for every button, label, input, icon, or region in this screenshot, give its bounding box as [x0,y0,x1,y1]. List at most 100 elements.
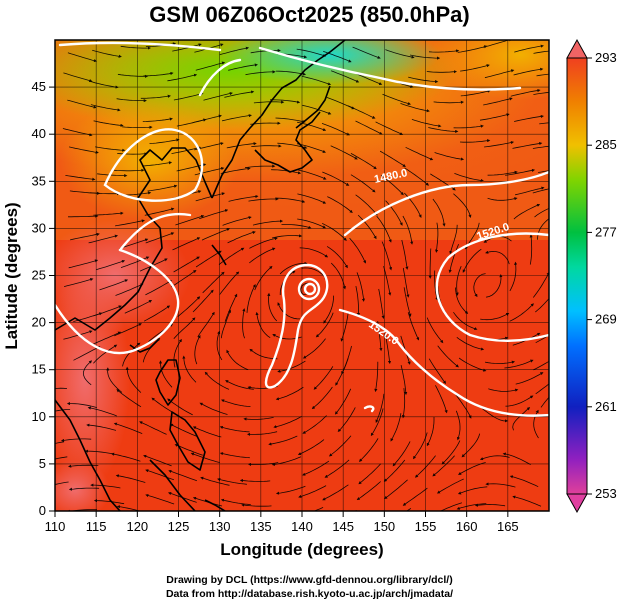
streamline [220,309,232,339]
streamline [330,262,347,290]
streamline [458,357,487,372]
streamline [383,459,406,482]
x-tick-label: 160 [456,519,478,534]
streamline [385,49,415,59]
streamline [246,283,256,313]
streamline [484,360,516,364]
streamline [457,45,488,53]
streamline [117,152,148,156]
streamline [73,346,101,361]
streamline [533,360,549,371]
streamline [201,228,230,241]
streamline [182,355,197,383]
streamline [142,117,173,122]
streamline [88,80,119,89]
streamline [534,207,549,218]
streamline [68,464,99,468]
streamline [535,383,549,395]
streamline [453,124,484,129]
streamline [460,64,490,72]
streamline [224,293,238,322]
streamline [474,503,506,507]
streamline [458,462,486,475]
streamline [428,127,459,133]
streamline [65,175,96,181]
streamline [217,478,247,485]
streamline [116,98,147,103]
streamline [402,267,410,298]
streamline [93,499,125,505]
y-tick-label: 0 [39,503,46,518]
streamline [192,496,223,507]
streamline [302,104,332,115]
streamline [370,408,384,437]
streamline [302,460,330,476]
streamline [337,407,356,433]
streamline [453,193,472,219]
streamline [296,48,327,57]
streamline [504,359,534,369]
streamline [484,140,515,148]
lat-lon-grid [55,40,549,511]
colorbar: 253 261 269 277 285 293 [566,38,617,514]
streamline [432,455,455,477]
streamline [245,70,276,76]
streamline [239,478,271,483]
streamline [139,421,167,435]
streamline [222,216,252,226]
streamline [93,331,122,345]
streamline [88,234,119,244]
streamline [301,76,332,86]
streamline [297,218,327,229]
streamline [83,360,93,386]
streamline [122,125,153,129]
streamline [149,138,180,144]
streamline [169,423,198,437]
streamline [515,372,544,385]
streamline [432,198,446,227]
wind-streamlines [55,40,549,511]
streamline [505,168,536,176]
streamline [62,128,93,137]
streamline [355,120,383,135]
streamline [172,43,202,52]
streamline [226,142,257,149]
streamline [115,474,146,483]
streamline [277,142,308,149]
streamline [434,270,439,301]
streamline [96,259,126,271]
streamline [202,271,225,294]
streamline [113,422,143,434]
streamline [426,417,435,447]
streamline [479,455,510,461]
streamline [143,454,172,467]
streamline [119,238,149,249]
streamline [375,393,385,423]
streamline [485,482,516,488]
streamline [243,417,274,421]
streamline [441,440,461,465]
streamline [426,70,458,74]
streamline [350,174,376,193]
colorbar-tick-label: 277 [595,224,617,239]
streamline [405,146,434,161]
streamline [147,184,178,192]
streamline [481,407,509,423]
streamline [529,234,533,265]
streamline [439,502,463,511]
streamline [539,122,549,125]
streamline [454,173,484,182]
streamline [64,278,94,287]
streamline [192,426,222,438]
streamline [116,389,142,408]
x-tick-label: 150 [373,519,395,534]
streamline [141,161,173,167]
streamline [327,196,353,213]
streamline [63,330,93,340]
y-tick-label: 40 [32,126,46,141]
streamline [254,265,273,291]
streamline [455,410,461,441]
streamline [271,456,302,466]
streamline [192,289,214,313]
streamline [68,214,99,218]
